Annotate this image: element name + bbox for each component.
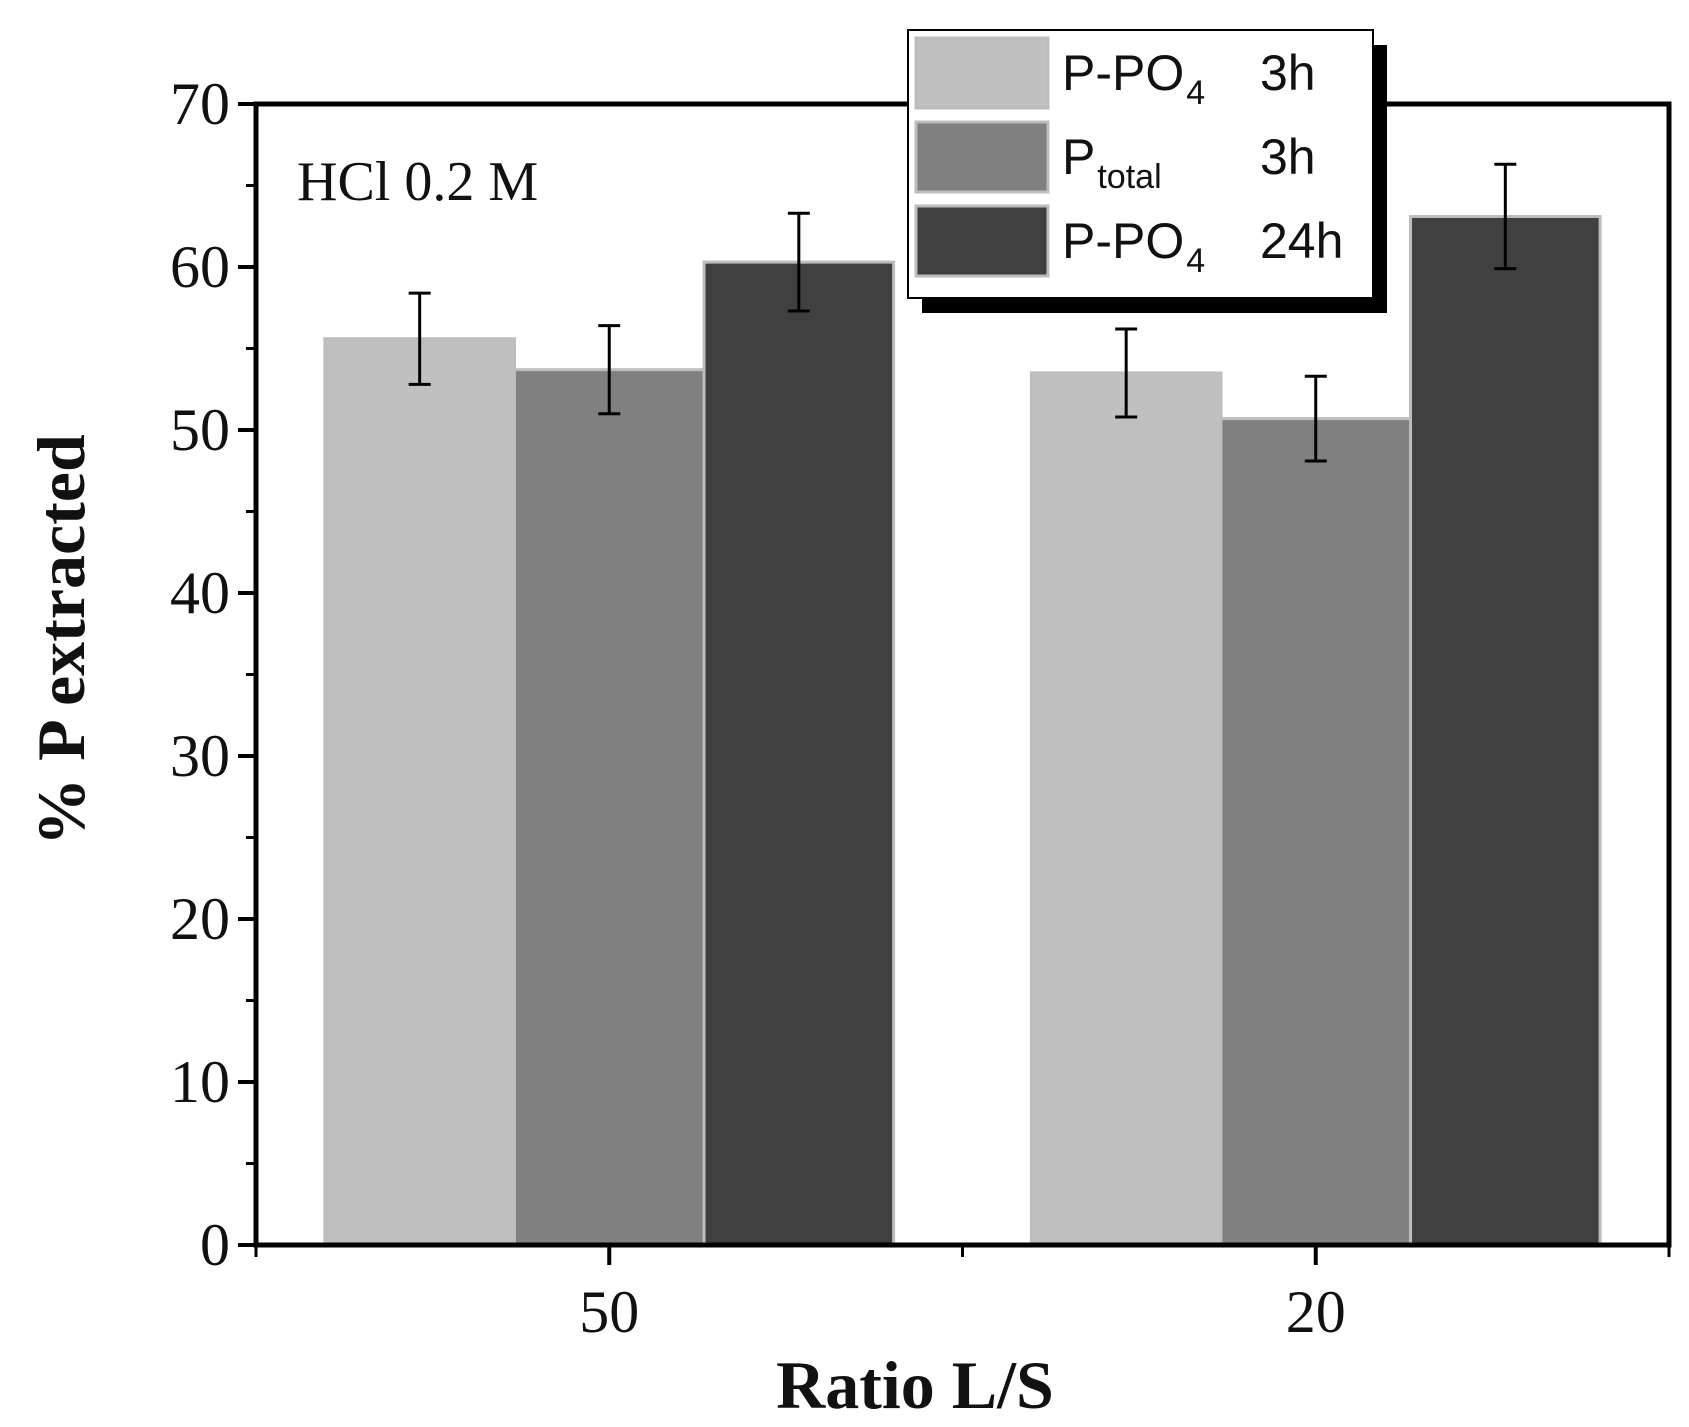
legend-label: P-PO (1062, 213, 1184, 269)
legend-label-time: 3h (1260, 129, 1316, 185)
bar (512, 368, 706, 1247)
y-tick-label: 0 (200, 1212, 230, 1278)
y-tick-label: 60 (170, 234, 230, 300)
bar (1029, 371, 1223, 1247)
error-bars-layer (408, 162, 1517, 463)
legend-label-time: 3h (1260, 45, 1316, 101)
x-ticks-layer: 50 20 (254, 1245, 1671, 1345)
legend-label: P-PO (1062, 45, 1184, 101)
y-tick-label: 10 (170, 1049, 230, 1115)
bars-layer (323, 214, 1602, 1247)
y-tick-label: 20 (170, 886, 230, 952)
bar (1409, 214, 1602, 1247)
legend-label-subscript: total (1097, 158, 1161, 196)
y-ticks-layer: 0 10 20 30 40 50 60 70 (170, 71, 256, 1278)
legend-swatch (914, 204, 1050, 278)
y-tick-label: 40 (170, 560, 230, 626)
legend-label-subscript: 4 (1186, 242, 1205, 280)
y-axis-label: % P extracted (23, 434, 99, 846)
legend-swatch (914, 36, 1050, 110)
y-tick-label: 30 (170, 723, 230, 789)
legend-label-subscript: 4 (1186, 74, 1205, 112)
legend-label-time: 24h (1260, 213, 1343, 269)
x-axis-label: Ratio L/S (776, 1347, 1054, 1423)
legend-swatch (914, 120, 1050, 194)
y-tick-label: 70 (170, 71, 230, 137)
bar (1219, 417, 1413, 1247)
legend-label: P (1062, 129, 1095, 185)
x-tick-label: 50 (579, 1279, 639, 1345)
annotation-text: HCl 0.2 M (297, 151, 538, 213)
y-tick-label: 50 (170, 397, 230, 463)
bar (702, 260, 896, 1247)
bar (323, 337, 516, 1247)
legend: P-PO 4 3hP total 3hP-PO 4 24h (907, 29, 1387, 313)
x-tick-label: 20 (1286, 1279, 1346, 1345)
legend-items: P-PO 4 3hP total 3hP-PO 4 24h (914, 36, 1343, 280)
